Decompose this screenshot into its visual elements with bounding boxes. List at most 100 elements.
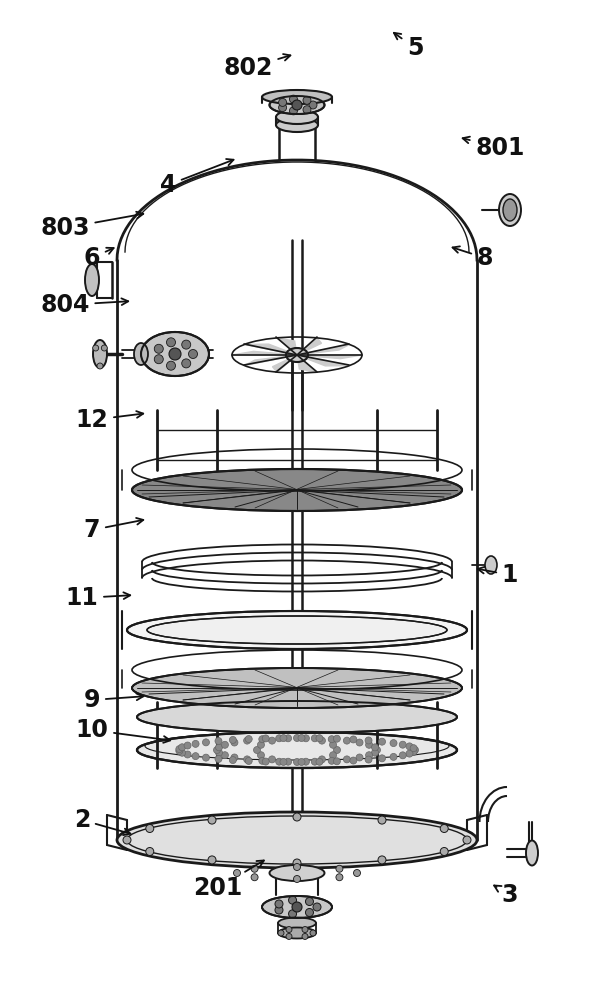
Circle shape <box>231 754 238 761</box>
Circle shape <box>278 98 287 106</box>
Ellipse shape <box>286 348 308 362</box>
Circle shape <box>123 836 131 844</box>
Polygon shape <box>297 355 362 359</box>
Circle shape <box>293 758 300 766</box>
Ellipse shape <box>137 732 457 768</box>
Ellipse shape <box>503 199 517 221</box>
Circle shape <box>243 737 250 744</box>
Circle shape <box>310 930 316 936</box>
Text: 801: 801 <box>463 136 525 160</box>
Ellipse shape <box>526 840 538 865</box>
Circle shape <box>371 744 378 751</box>
Circle shape <box>365 741 372 748</box>
Circle shape <box>154 355 163 364</box>
Circle shape <box>293 876 300 882</box>
Circle shape <box>284 735 292 742</box>
Circle shape <box>399 741 406 748</box>
Circle shape <box>309 101 317 109</box>
Circle shape <box>258 741 264 748</box>
Circle shape <box>378 816 386 824</box>
Ellipse shape <box>278 918 316 928</box>
Circle shape <box>268 737 275 744</box>
Polygon shape <box>273 355 297 372</box>
Circle shape <box>292 100 302 110</box>
Ellipse shape <box>278 928 316 938</box>
Circle shape <box>292 902 302 912</box>
Circle shape <box>93 345 99 351</box>
Circle shape <box>350 736 357 743</box>
Circle shape <box>154 344 163 353</box>
Circle shape <box>167 338 176 347</box>
Circle shape <box>333 758 340 765</box>
Circle shape <box>305 908 314 916</box>
Polygon shape <box>297 355 317 372</box>
Circle shape <box>302 758 309 765</box>
Circle shape <box>215 749 223 756</box>
Circle shape <box>233 869 240 876</box>
Circle shape <box>280 735 287 742</box>
Circle shape <box>440 848 448 856</box>
Circle shape <box>284 758 292 765</box>
Circle shape <box>356 754 363 761</box>
Text: 1: 1 <box>478 563 518 587</box>
Circle shape <box>365 737 372 744</box>
Circle shape <box>229 757 236 764</box>
Circle shape <box>336 865 343 872</box>
Circle shape <box>350 757 357 764</box>
Circle shape <box>328 757 335 764</box>
Circle shape <box>318 756 325 763</box>
Circle shape <box>406 750 413 757</box>
Circle shape <box>311 758 318 765</box>
Circle shape <box>378 856 386 864</box>
Polygon shape <box>245 355 297 366</box>
Ellipse shape <box>485 556 497 574</box>
Circle shape <box>343 737 350 744</box>
Circle shape <box>167 361 176 370</box>
Ellipse shape <box>134 343 148 365</box>
Circle shape <box>251 865 258 872</box>
Circle shape <box>262 735 269 742</box>
Circle shape <box>463 836 471 844</box>
Circle shape <box>399 752 406 759</box>
Circle shape <box>208 816 216 824</box>
Circle shape <box>229 736 236 743</box>
Circle shape <box>259 757 266 764</box>
Circle shape <box>275 758 283 765</box>
Ellipse shape <box>276 118 318 132</box>
Text: 5: 5 <box>394 33 423 60</box>
Circle shape <box>208 856 216 864</box>
Circle shape <box>268 756 275 763</box>
Circle shape <box>353 869 361 876</box>
Circle shape <box>302 927 308 933</box>
Ellipse shape <box>262 90 332 104</box>
Polygon shape <box>297 344 350 355</box>
Circle shape <box>181 340 191 349</box>
Circle shape <box>318 737 325 744</box>
Text: 9: 9 <box>84 688 143 712</box>
Text: 201: 201 <box>193 860 264 900</box>
Circle shape <box>146 848 154 856</box>
Polygon shape <box>245 344 297 355</box>
Circle shape <box>298 758 305 765</box>
Circle shape <box>215 755 222 762</box>
Circle shape <box>262 758 269 765</box>
Circle shape <box>311 735 318 742</box>
Circle shape <box>302 933 308 939</box>
Ellipse shape <box>85 264 99 296</box>
Circle shape <box>365 756 372 763</box>
Circle shape <box>289 107 298 115</box>
Ellipse shape <box>137 701 457 733</box>
Circle shape <box>215 738 222 745</box>
Circle shape <box>371 749 378 756</box>
Circle shape <box>176 747 183 754</box>
Circle shape <box>333 735 340 742</box>
Circle shape <box>356 739 363 746</box>
Text: 4: 4 <box>160 159 233 197</box>
Circle shape <box>258 752 264 759</box>
Circle shape <box>146 824 154 832</box>
Circle shape <box>231 739 238 746</box>
Circle shape <box>334 746 340 754</box>
Polygon shape <box>297 355 350 366</box>
Text: 11: 11 <box>65 586 130 610</box>
Circle shape <box>181 359 191 368</box>
